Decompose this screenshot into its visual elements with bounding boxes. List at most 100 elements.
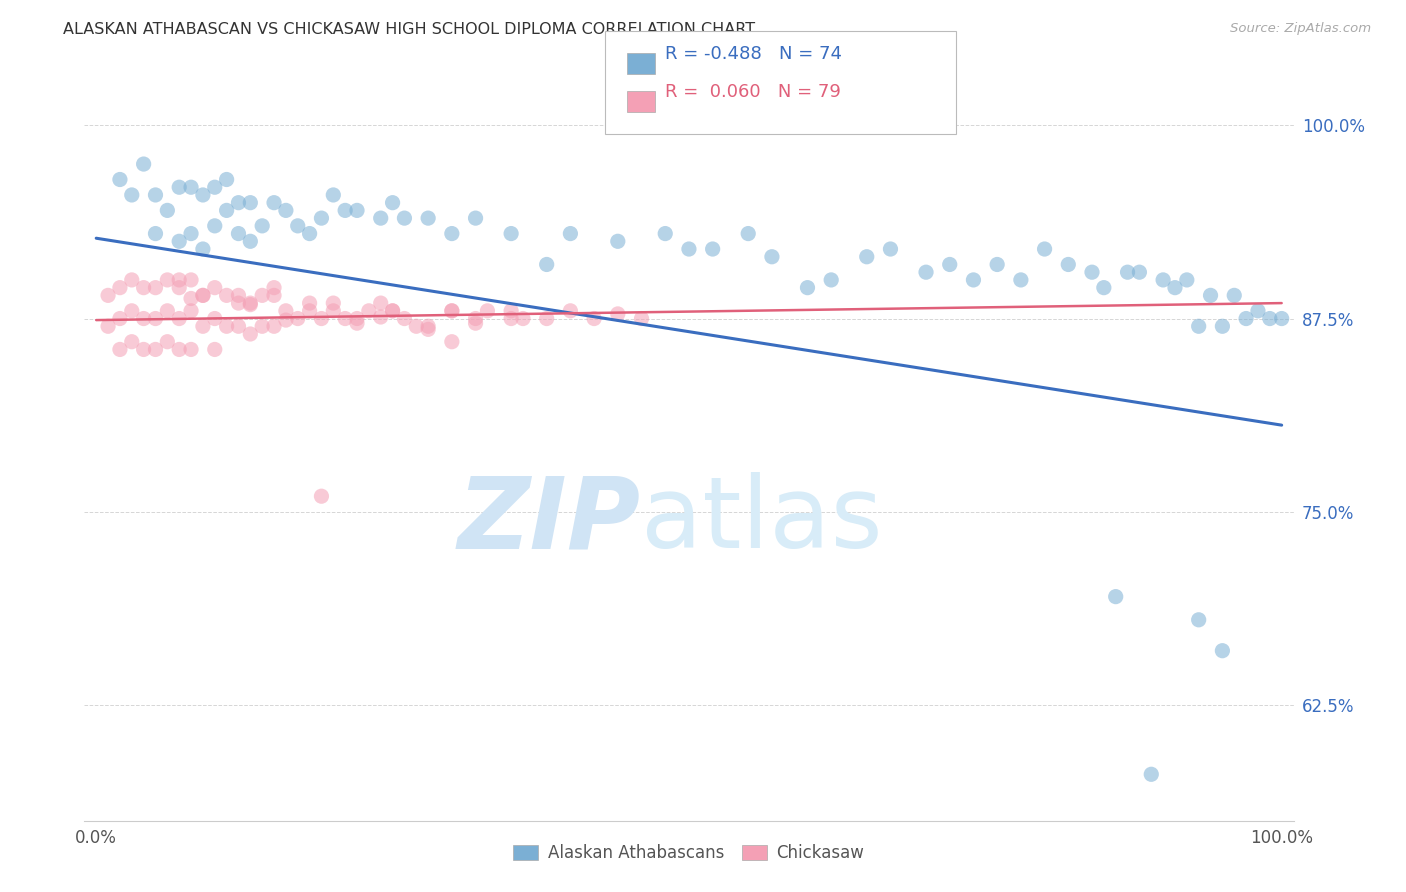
Point — [322, 303, 344, 318]
Point — [132, 311, 155, 326]
Point — [311, 489, 333, 503]
Point — [761, 250, 783, 264]
Point — [536, 257, 558, 271]
Point — [145, 343, 167, 357]
Point — [322, 296, 344, 310]
Point — [737, 227, 759, 241]
Point — [287, 219, 309, 233]
Point — [1164, 280, 1187, 294]
Point — [263, 195, 285, 210]
Point — [167, 280, 190, 294]
Point — [263, 280, 285, 294]
Point — [440, 303, 463, 318]
Point — [1033, 242, 1056, 256]
Point — [1258, 311, 1281, 326]
Point — [1211, 319, 1233, 334]
Point — [915, 265, 938, 279]
Text: ALASKAN ATHABASCAN VS CHICKASAW HIGH SCHOOL DIPLOMA CORRELATION CHART: ALASKAN ATHABASCAN VS CHICKASAW HIGH SCH… — [63, 22, 755, 37]
Point — [333, 311, 356, 326]
Point — [986, 257, 1008, 271]
Point — [180, 343, 202, 357]
Point — [156, 203, 179, 218]
Point — [357, 303, 380, 318]
Point — [560, 303, 582, 318]
Point — [298, 303, 321, 318]
Point — [132, 343, 155, 357]
Point — [250, 219, 273, 233]
Point — [370, 310, 392, 324]
Point — [370, 296, 392, 310]
Point — [440, 303, 463, 318]
Point — [167, 235, 190, 249]
Point — [370, 211, 392, 226]
Point — [204, 219, 226, 233]
Point — [204, 311, 226, 326]
Point — [311, 311, 333, 326]
Point — [440, 227, 463, 241]
Point — [145, 311, 167, 326]
Point — [512, 311, 534, 326]
Point — [1211, 643, 1233, 657]
Point — [239, 195, 262, 210]
Point — [156, 303, 179, 318]
Point — [167, 180, 190, 194]
Point — [180, 303, 202, 318]
Point — [405, 319, 427, 334]
Point — [464, 211, 486, 226]
Point — [215, 319, 238, 334]
Point — [394, 211, 416, 226]
Point — [322, 188, 344, 202]
Point — [820, 273, 842, 287]
Point — [1152, 273, 1174, 287]
Point — [191, 188, 214, 202]
Point — [274, 313, 297, 327]
Text: Source: ZipAtlas.com: Source: ZipAtlas.com — [1230, 22, 1371, 36]
Point — [204, 343, 226, 357]
Point — [606, 307, 628, 321]
Point — [204, 180, 226, 194]
Point — [121, 188, 143, 202]
Point — [440, 334, 463, 349]
Point — [855, 250, 877, 264]
Point — [215, 288, 238, 302]
Point — [156, 273, 179, 287]
Point — [108, 311, 131, 326]
Point — [228, 319, 250, 334]
Point — [180, 227, 202, 241]
Point — [1081, 265, 1104, 279]
Point — [311, 211, 333, 226]
Point — [346, 311, 368, 326]
Point — [333, 203, 356, 218]
Point — [108, 280, 131, 294]
Point — [191, 288, 214, 302]
Point — [180, 292, 202, 306]
Point — [381, 195, 404, 210]
Point — [583, 311, 606, 326]
Text: R = -0.488   N = 74: R = -0.488 N = 74 — [665, 45, 842, 62]
Point — [263, 319, 285, 334]
Point — [418, 211, 440, 226]
Point — [418, 322, 440, 336]
Point — [464, 316, 486, 330]
Point — [274, 203, 297, 218]
Point — [191, 242, 214, 256]
Point — [167, 311, 190, 326]
Point — [145, 280, 167, 294]
Point — [298, 296, 321, 310]
Point — [145, 227, 167, 241]
Point — [536, 311, 558, 326]
Point — [654, 227, 676, 241]
Point — [132, 157, 155, 171]
Point — [1092, 280, 1115, 294]
Legend: Alaskan Athabascans, Chickasaw: Alaskan Athabascans, Chickasaw — [506, 838, 872, 869]
Point — [121, 273, 143, 287]
Point — [121, 303, 143, 318]
Point — [191, 319, 214, 334]
Point — [1223, 288, 1246, 302]
Point — [501, 303, 523, 318]
Point — [239, 298, 262, 312]
Point — [418, 319, 440, 334]
Point — [560, 227, 582, 241]
Point — [1247, 303, 1270, 318]
Point — [1271, 311, 1294, 326]
